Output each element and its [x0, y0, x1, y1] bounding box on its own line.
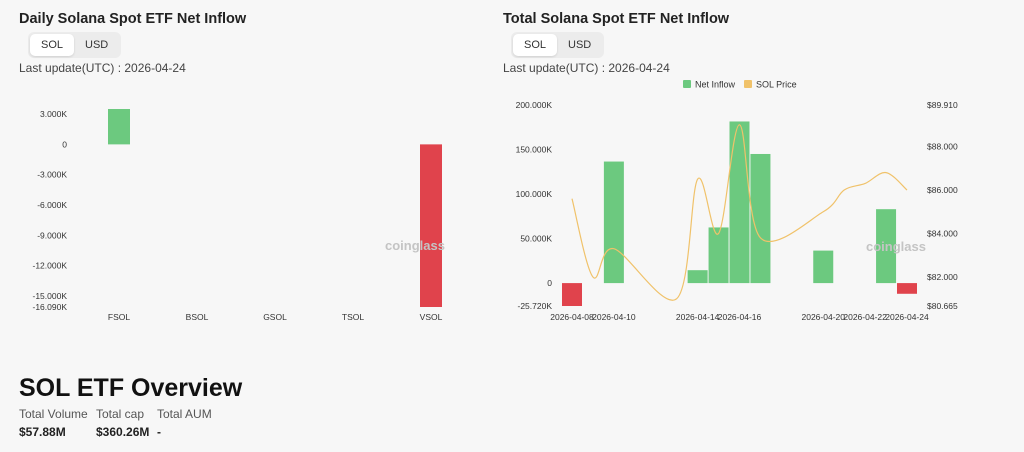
right-x-tick-label: 2026-04-14	[676, 312, 720, 322]
right-bar-2026-04-24	[897, 283, 917, 294]
stat-total-aum-value: -	[157, 425, 161, 439]
right-unit-toggle: SOL USD	[511, 32, 605, 58]
right-toggle-usd[interactable]: USD	[568, 39, 592, 51]
right-y-left-tick-label: 150.000K	[516, 145, 553, 155]
legend-net-inflow-label: Net Inflow	[695, 80, 736, 90]
left-toggle-usd[interactable]: USD	[85, 39, 109, 51]
stat-total-cap-value: $360.26M	[96, 425, 150, 439]
right-x-tick-label: 2026-04-24	[885, 312, 929, 322]
left-y-tick-label: -15.000K	[33, 291, 68, 301]
right-y-left-tick-label: 200.000K	[516, 100, 553, 110]
left-x-tick-label: BSOL	[186, 312, 209, 322]
right-y-right-tick-label: $80.665	[927, 301, 958, 311]
left-bar-vsol	[420, 144, 442, 307]
left-y-tick-label: -16.090K	[33, 302, 68, 312]
right-y-right-tick-label: $82.000	[927, 272, 958, 282]
left-x-tick-label: FSOL	[108, 312, 130, 322]
right-x-tick-label: 2026-04-20	[802, 312, 846, 322]
legend-sol-price-swatch	[744, 80, 752, 88]
right-bar-2026-04-16	[729, 121, 750, 284]
right-last-update: Last update(UTC) : 2026-04-24	[503, 61, 670, 75]
right-y-right-tick-label: $86.000	[927, 185, 958, 195]
right-toggle-sol[interactable]: SOL	[513, 34, 558, 56]
legend-net-inflow-swatch	[683, 80, 691, 88]
right-bar-2026-04-15	[708, 227, 729, 284]
left-x-tick-label: GSOL	[263, 312, 287, 322]
left-y-tick-label: -6.000K	[37, 200, 67, 210]
left-unit-toggle: SOL USD	[28, 32, 122, 58]
right-x-tick-label: 2026-04-08	[550, 312, 594, 322]
right-x-tick-label: 2026-04-16	[718, 312, 762, 322]
right-bar-2026-04-23	[876, 209, 897, 284]
left-toggle-sol[interactable]: SOL	[30, 34, 75, 56]
left-y-tick-label: 3.000K	[40, 109, 67, 119]
left-y-tick-label: -12.000K	[33, 261, 68, 271]
right-y-right-tick-label: $89.910	[927, 100, 958, 110]
stat-total-volume-value: $57.88M	[19, 425, 66, 439]
left-x-tick-label: TSOL	[342, 312, 364, 322]
right-bar-2026-04-08	[562, 283, 582, 306]
right-sol-price-line	[571, 124, 908, 301]
right-y-left-tick-label: -25.720K	[518, 301, 553, 311]
right-y-left-tick-label: 100.000K	[516, 189, 553, 199]
left-y-tick-label: -3.000K	[37, 170, 67, 180]
right-x-tick-label: 2026-04-10	[592, 312, 636, 322]
left-y-tick-label: -9.000K	[37, 230, 67, 240]
right-y-left-tick-label: 0	[547, 278, 552, 288]
left-watermark-logo: coinglass	[385, 238, 445, 253]
left-y-tick-label: 0	[62, 139, 67, 149]
overview-title: SOL ETF Overview	[19, 374, 243, 402]
legend-sol-price-label: SOL Price	[756, 80, 797, 90]
right-bar-2026-04-17	[750, 153, 771, 284]
right-watermark-logo: coinglass	[866, 239, 926, 254]
left-last-update: Last update(UTC) : 2026-04-24	[19, 61, 186, 75]
left-bar-fsol	[108, 109, 130, 145]
right-y-right-tick-label: $84.000	[927, 228, 958, 238]
right-y-left-tick-label: 50.000K	[520, 234, 552, 244]
right-y-right-tick-label: $88.000	[927, 142, 958, 152]
right-chart-title: Total Solana Spot ETF Net Inflow	[503, 11, 730, 27]
right-bar-2026-04-20	[813, 250, 834, 284]
stat-total-cap-label: Total cap	[96, 407, 145, 421]
left-chart-title: Daily Solana Spot ETF Net Inflow	[19, 11, 247, 27]
right-x-tick-label: 2026-04-22	[843, 312, 887, 322]
right-bar-2026-04-14	[687, 270, 708, 284]
stat-total-aum-label: Total AUM	[157, 407, 212, 421]
right-bar-2026-04-10	[603, 161, 624, 284]
stat-total-volume-label: Total Volume	[19, 407, 88, 421]
left-x-tick-label: VSOL	[420, 312, 443, 322]
